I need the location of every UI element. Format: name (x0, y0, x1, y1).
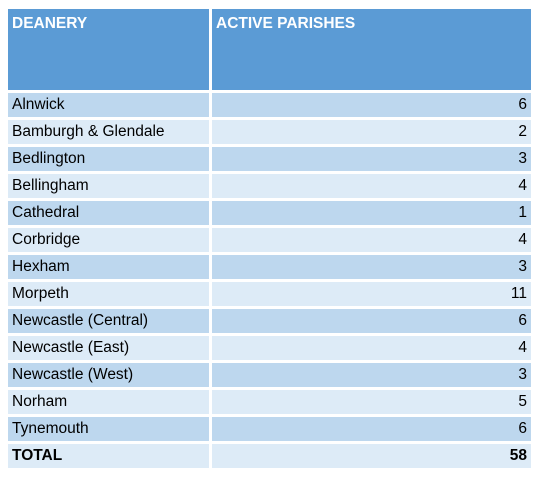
table-row: Morpeth 11 (8, 282, 531, 306)
deanery-parish-table: DEANERY ACTIVE PARISHES Alnwick 6 Bamburgh… (5, 6, 534, 471)
table-row: Newcastle (West) 3 (8, 363, 531, 387)
deanery-cell: Cathedral (8, 201, 209, 225)
total-label: TOTAL (8, 444, 209, 468)
table-body: Alnwick 6 Bamburgh & Glendale 2 Bedlington 3 B… (8, 93, 531, 468)
deanery-cell: Morpeth (8, 282, 209, 306)
parish-count-cell: 2 (212, 120, 531, 144)
parish-count-cell: 11 (212, 282, 531, 306)
table-row: Newcastle (East) 4 (8, 336, 531, 360)
total-row: TOTAL 58 (8, 444, 531, 468)
table-row: Bedlington 3 (8, 147, 531, 171)
deanery-cell: Newcastle (Central) (8, 309, 209, 333)
parish-count-cell: 4 (212, 228, 531, 252)
deanery-cell: Newcastle (East) (8, 336, 209, 360)
parish-count-cell: 6 (212, 309, 531, 333)
table-row: Alnwick 6 (8, 93, 531, 117)
header-active-parishes: ACTIVE PARISHES (212, 9, 531, 90)
parish-count-cell: 1 (212, 201, 531, 225)
table-row: Bamburgh & Glendale 2 (8, 120, 531, 144)
header-deanery: DEANERY (8, 9, 209, 90)
deanery-cell: Bamburgh & Glendale (8, 120, 209, 144)
parish-count-cell: 6 (212, 93, 531, 117)
table-row: Corbridge 4 (8, 228, 531, 252)
table-row: Hexham 3 (8, 255, 531, 279)
deanery-cell: Hexham (8, 255, 209, 279)
parish-count-cell: 4 (212, 336, 531, 360)
deanery-cell: Bellingham (8, 174, 209, 198)
parish-count-cell: 4 (212, 174, 531, 198)
deanery-cell: Tynemouth (8, 417, 209, 441)
deanery-cell: Norham (8, 390, 209, 414)
deanery-cell: Newcastle (West) (8, 363, 209, 387)
parish-count-cell: 3 (212, 147, 531, 171)
total-value: 58 (212, 444, 531, 468)
parish-count-cell: 5 (212, 390, 531, 414)
deanery-cell: Alnwick (8, 93, 209, 117)
table-row: Newcastle (Central) 6 (8, 309, 531, 333)
table-row: Tynemouth 6 (8, 417, 531, 441)
deanery-cell: Bedlington (8, 147, 209, 171)
table-row: Bellingham 4 (8, 174, 531, 198)
deanery-cell: Corbridge (8, 228, 209, 252)
parish-count-cell: 3 (212, 363, 531, 387)
table-row: Norham 5 (8, 390, 531, 414)
parish-count-cell: 3 (212, 255, 531, 279)
table-row: Cathedral 1 (8, 201, 531, 225)
header-row: DEANERY ACTIVE PARISHES (8, 9, 531, 90)
parish-count-cell: 6 (212, 417, 531, 441)
